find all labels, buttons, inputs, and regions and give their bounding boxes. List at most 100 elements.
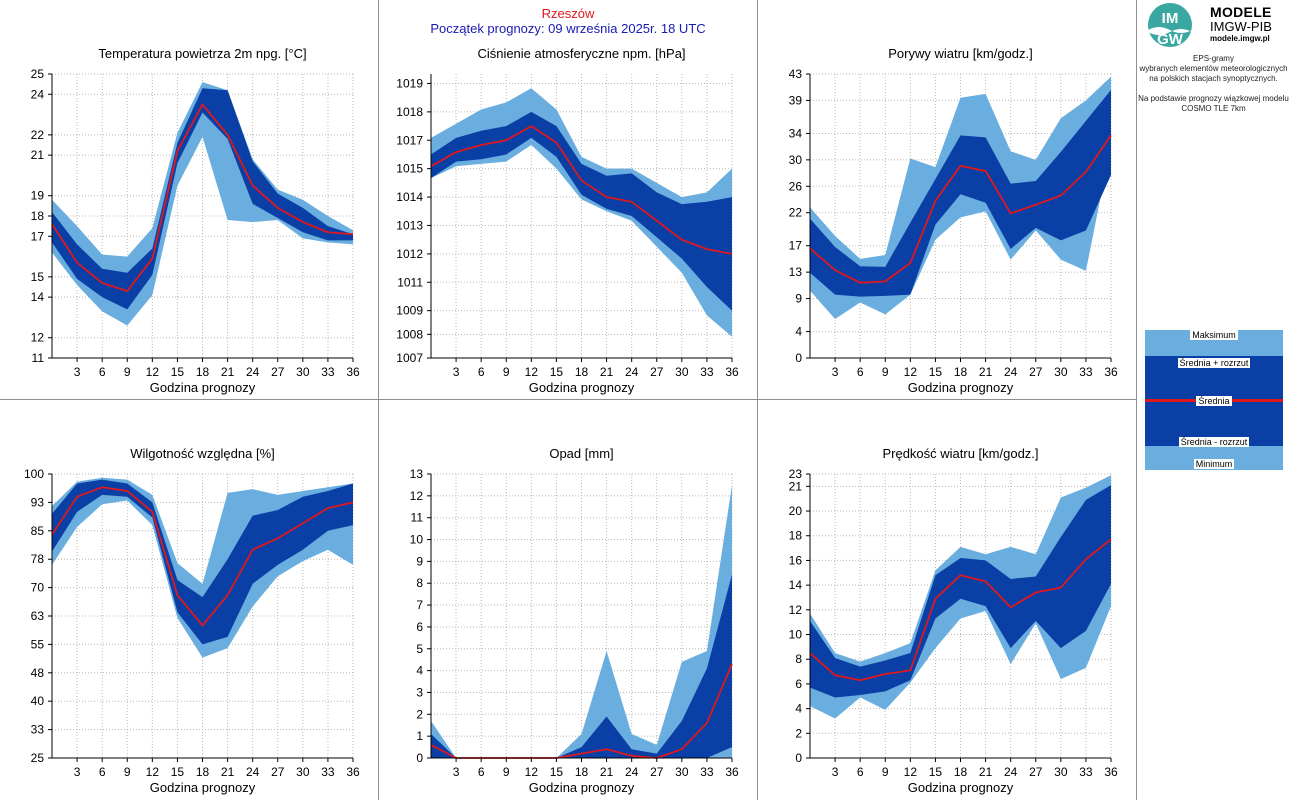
- x-tick-label: 18: [575, 365, 589, 379]
- mean-line: [51, 102, 354, 293]
- y-tick-label: 39: [789, 93, 803, 107]
- y-tick-label: 11: [32, 351, 45, 365]
- y-tick-label: 19: [31, 189, 45, 203]
- x-tick-label: 27: [1029, 765, 1043, 779]
- legend: Maksimum Średnia + rozrzut Średnia Średn…: [1145, 330, 1283, 470]
- y-tick-label: 22: [789, 206, 803, 220]
- x-tick-label: 3: [74, 365, 81, 379]
- x-tick-label: 15: [550, 365, 564, 379]
- x-tick-label: 21: [600, 765, 614, 779]
- panel-divider-3: [1136, 0, 1137, 800]
- y-tick-label: 6: [795, 677, 802, 691]
- y-tick-label: 0: [795, 751, 802, 765]
- x-tick-label: 9: [124, 765, 131, 779]
- x-tick-label: 18: [954, 765, 968, 779]
- forecast-start: Początek prognozy: 09 września 2025r. 18…: [430, 21, 706, 36]
- y-tick-label: 15: [31, 270, 45, 284]
- chart-title: Porywy wiatru [km/godz.]: [888, 46, 1033, 61]
- x-tick-label: 21: [221, 765, 235, 779]
- y-tick-label: 12: [789, 603, 803, 617]
- x-tick-label: 30: [296, 365, 310, 379]
- x-tick-label: 15: [171, 365, 185, 379]
- y-tick-label: 12: [410, 489, 424, 503]
- y-tick-label: 13: [789, 265, 803, 279]
- x-tick-label: 15: [171, 765, 185, 779]
- y-tick-label: 14: [31, 290, 45, 304]
- x-tick-label: 18: [575, 765, 589, 779]
- info-line-2: wybranych elementów meteorologicznych: [1139, 64, 1288, 73]
- y-tick-label: 7: [416, 598, 423, 612]
- legend-mean-minus: Średnia - rozrzut: [1178, 437, 1250, 447]
- x-axis-label: Godzina prognozy: [150, 780, 256, 795]
- y-tick-label: 48: [31, 666, 45, 680]
- x-tick-label: 33: [700, 365, 714, 379]
- info-line-1: EPS-gramy: [1193, 54, 1234, 63]
- x-tick-label: 33: [1079, 765, 1093, 779]
- legend-max: Maksimum: [1190, 330, 1238, 340]
- y-tick-label: 4: [795, 325, 802, 339]
- x-tick-label: 6: [857, 765, 864, 779]
- x-tick-label: 12: [904, 365, 918, 379]
- info-line-4: Na podstawie prognozy wiązkowej modelu: [1138, 94, 1289, 103]
- panel-divider-2: [757, 0, 758, 800]
- x-tick-label: 6: [478, 365, 485, 379]
- y-tick-label: 16: [789, 553, 803, 567]
- y-tick-label: 10: [789, 628, 803, 642]
- mean-line: [51, 486, 354, 627]
- y-tick-label: 9: [795, 292, 802, 306]
- y-tick-label: 21: [31, 148, 45, 162]
- y-tick-label: 5: [416, 642, 423, 656]
- y-tick-label: 6: [416, 620, 423, 634]
- x-tick-label: 33: [321, 765, 335, 779]
- x-tick-label: 18: [954, 365, 968, 379]
- y-tick-label: 1015: [396, 162, 423, 176]
- x-tick-label: 3: [832, 765, 839, 779]
- x-axis-label: Godzina prognozy: [529, 780, 635, 795]
- y-tick-label: 18: [789, 529, 803, 543]
- y-tick-label: 78: [31, 552, 45, 566]
- imgw-logo: IM GW: [1146, 2, 1286, 48]
- x-tick-label: 3: [74, 765, 81, 779]
- chart-title: Opad [mm]: [549, 446, 613, 461]
- x-tick-label: 15: [929, 765, 943, 779]
- x-axis-label: Godzina prognozy: [529, 380, 635, 395]
- y-tick-label: 3: [416, 685, 423, 699]
- x-axis-label: Godzina prognozy: [150, 380, 256, 395]
- y-tick-label: 55: [31, 637, 45, 651]
- y-tick-label: 100: [24, 467, 44, 481]
- x-axis-label: Godzina prognozy: [908, 380, 1014, 395]
- y-tick-label: 70: [31, 581, 45, 595]
- x-tick-label: 18: [196, 765, 210, 779]
- chart-temperature: 11 12 14 15 17 18 19 21 22 24 25 3 6 9 12 15 18 21 24 27 30 3…: [0, 40, 378, 400]
- chart-title: Temperatura powietrza 2m npg. [°C]: [98, 46, 306, 61]
- y-tick-label: 0: [416, 751, 423, 765]
- y-tick-label: 10: [410, 533, 424, 547]
- badge-bottom-text: GW: [1157, 31, 1184, 48]
- y-tick-label: 11: [411, 511, 424, 525]
- y-tick-label: 8: [795, 652, 802, 666]
- y-tick-label: 2: [795, 726, 802, 740]
- station-name: Rzeszów: [541, 6, 595, 21]
- y-tick-label: 8: [416, 576, 423, 590]
- y-tick-label: 1017: [396, 133, 423, 147]
- mean-line: [430, 125, 733, 255]
- logo-url: modele.imgw.pl: [1210, 34, 1270, 43]
- x-tick-label: 6: [99, 365, 106, 379]
- y-tick-label: 1009: [396, 304, 423, 318]
- band-min-max: [810, 76, 1111, 320]
- legend-min: Minimum: [1193, 459, 1235, 469]
- x-tick-label: 3: [832, 365, 839, 379]
- x-tick-label: 30: [675, 365, 689, 379]
- x-tick-label: 9: [503, 765, 510, 779]
- x-tick-label: 15: [929, 365, 943, 379]
- y-tick-label: 1014: [396, 190, 423, 204]
- x-tick-label: 3: [453, 365, 460, 379]
- y-tick-label: 1: [416, 729, 423, 743]
- legend-mean-plus: Średnia + rozrzut: [1177, 358, 1251, 368]
- y-tick-label: 22: [31, 128, 45, 142]
- x-tick-label: 30: [1054, 765, 1068, 779]
- x-tick-label: 27: [271, 765, 285, 779]
- x-tick-label: 3: [453, 765, 460, 779]
- panel-divider-h: [0, 399, 1136, 400]
